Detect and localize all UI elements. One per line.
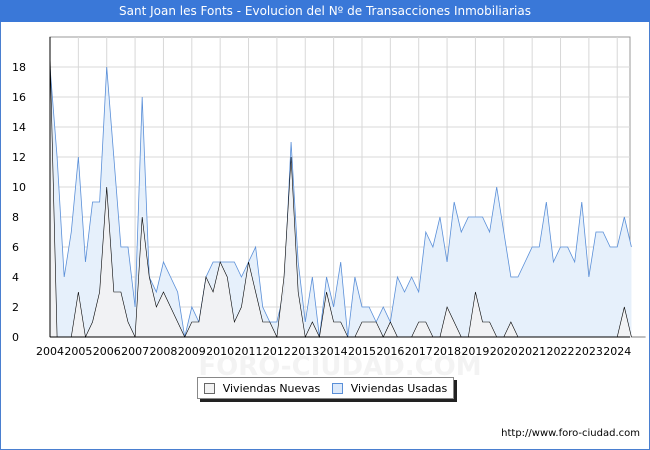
x-tick-label: 2017 [405, 345, 433, 358]
x-tick-label: 2020 [490, 345, 518, 358]
x-tick-label: 2006 [93, 345, 121, 358]
x-tick-label: 2019 [461, 345, 489, 358]
legend-item-nuevas: Viviendas Nuevas [203, 381, 321, 395]
x-tick-label: 2009 [178, 345, 206, 358]
x-tick-label: 2015 [348, 345, 376, 358]
legend-item-usadas: Viviendas Usadas [331, 381, 448, 395]
x-tick-label: 2016 [376, 345, 404, 358]
series-area-nuevas [50, 52, 646, 337]
x-tick-label: 2007 [121, 345, 149, 358]
x-tick-label: 2005 [64, 345, 92, 358]
x-tick-label: 2024 [603, 345, 631, 358]
x-tick-label: 2008 [149, 345, 177, 358]
x-tick-label: 2021 [518, 345, 546, 358]
y-tick-label: 6 [12, 241, 19, 254]
series-area-usadas [50, 67, 632, 337]
x-tick-label: 2012 [263, 345, 291, 358]
y-tick-label: 14 [12, 121, 26, 134]
y-tick-label: 8 [12, 211, 19, 224]
x-tick-label: 2013 [291, 345, 319, 358]
source-link[interactable]: http://www.foro-ciudad.com [501, 428, 640, 439]
y-tick-label: 10 [12, 181, 26, 194]
y-tick-label: 18 [12, 61, 26, 74]
x-tick-label: 2022 [547, 345, 575, 358]
chart-title: Sant Joan les Fonts - Evolucion del Nº d… [0, 0, 650, 22]
x-tick-label: 2014 [320, 345, 348, 358]
x-tick-label: 2023 [575, 345, 603, 358]
legend-label-usadas: Viviendas Usadas [350, 381, 448, 395]
legend-label-nuevas: Viviendas Nuevas [222, 381, 321, 395]
series-line-usadas [49, 66, 632, 338]
x-tick-label: 2010 [206, 345, 234, 358]
legend-swatch-nuevas [203, 382, 215, 394]
x-tick-label: 2004 [36, 345, 64, 358]
y-tick-label: 2 [12, 301, 19, 314]
y-tick-label: 12 [12, 151, 26, 164]
y-tick-label: 0 [12, 331, 19, 344]
y-tick-label: 4 [12, 271, 19, 284]
x-tick-label: 2011 [235, 345, 263, 358]
legend-swatch-usadas [331, 382, 343, 394]
y-tick-label: 16 [12, 91, 26, 104]
x-tick-label: 2018 [433, 345, 461, 358]
legend: Viviendas Nuevas Viviendas Usadas [197, 377, 454, 399]
